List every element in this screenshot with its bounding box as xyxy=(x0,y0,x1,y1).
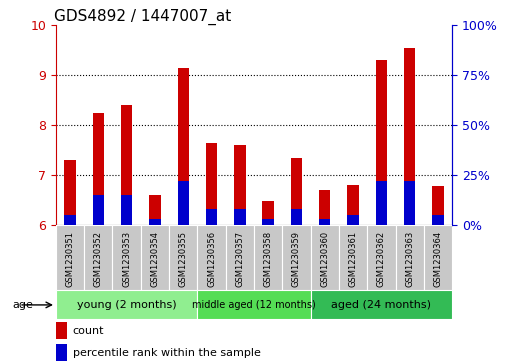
Bar xyxy=(263,219,274,225)
Text: GSM1230357: GSM1230357 xyxy=(235,231,244,287)
Text: percentile rank within the sample: percentile rank within the sample xyxy=(73,347,261,358)
Bar xyxy=(226,225,254,290)
Bar xyxy=(56,322,67,339)
Text: age: age xyxy=(13,300,34,310)
Bar xyxy=(92,195,104,225)
Bar xyxy=(206,143,217,225)
Bar xyxy=(65,215,76,225)
Bar xyxy=(178,181,189,225)
Text: young (2 months): young (2 months) xyxy=(77,300,176,310)
Bar xyxy=(198,225,226,290)
Text: GSM1230356: GSM1230356 xyxy=(207,231,216,287)
Bar xyxy=(234,145,245,225)
Bar xyxy=(198,290,310,319)
Text: middle aged (12 months): middle aged (12 months) xyxy=(192,300,316,310)
Bar xyxy=(376,60,387,225)
Bar xyxy=(291,158,302,225)
Bar xyxy=(141,225,169,290)
Bar xyxy=(424,225,452,290)
Bar xyxy=(234,209,245,225)
Bar xyxy=(376,181,387,225)
Bar xyxy=(84,225,112,290)
Text: GSM1230352: GSM1230352 xyxy=(94,231,103,287)
Bar xyxy=(396,225,424,290)
Bar xyxy=(56,290,198,319)
Bar xyxy=(291,209,302,225)
Bar xyxy=(310,225,339,290)
Text: GSM1230364: GSM1230364 xyxy=(433,231,442,287)
Text: GSM1230354: GSM1230354 xyxy=(150,231,160,287)
Bar xyxy=(121,195,132,225)
Bar xyxy=(92,113,104,225)
Bar xyxy=(112,225,141,290)
Text: GSM1230362: GSM1230362 xyxy=(377,231,386,287)
Bar xyxy=(206,209,217,225)
Bar xyxy=(432,186,443,225)
Text: GSM1230355: GSM1230355 xyxy=(179,231,188,287)
Bar xyxy=(149,195,161,225)
Bar xyxy=(254,225,282,290)
Bar xyxy=(432,215,443,225)
Bar xyxy=(56,344,67,361)
Bar xyxy=(149,219,161,225)
Bar xyxy=(56,225,84,290)
Text: count: count xyxy=(73,326,104,336)
Bar xyxy=(263,201,274,225)
Text: GDS4892 / 1447007_at: GDS4892 / 1447007_at xyxy=(54,9,231,25)
Bar xyxy=(347,185,359,225)
Text: GSM1230353: GSM1230353 xyxy=(122,231,131,287)
Text: GSM1230359: GSM1230359 xyxy=(292,231,301,287)
Text: GSM1230358: GSM1230358 xyxy=(264,231,273,287)
Text: GSM1230351: GSM1230351 xyxy=(66,231,75,287)
Bar xyxy=(65,160,76,225)
Text: GSM1230360: GSM1230360 xyxy=(320,231,329,287)
Text: GSM1230361: GSM1230361 xyxy=(348,231,358,287)
Bar xyxy=(404,181,416,225)
Bar xyxy=(319,190,330,225)
Bar xyxy=(367,225,396,290)
Bar xyxy=(310,290,452,319)
Bar xyxy=(319,219,330,225)
Bar xyxy=(404,48,416,225)
Bar xyxy=(339,225,367,290)
Bar xyxy=(282,225,310,290)
Text: aged (24 months): aged (24 months) xyxy=(331,300,431,310)
Bar xyxy=(347,215,359,225)
Bar xyxy=(178,68,189,225)
Bar xyxy=(121,105,132,225)
Bar xyxy=(169,225,198,290)
Text: GSM1230363: GSM1230363 xyxy=(405,231,414,287)
